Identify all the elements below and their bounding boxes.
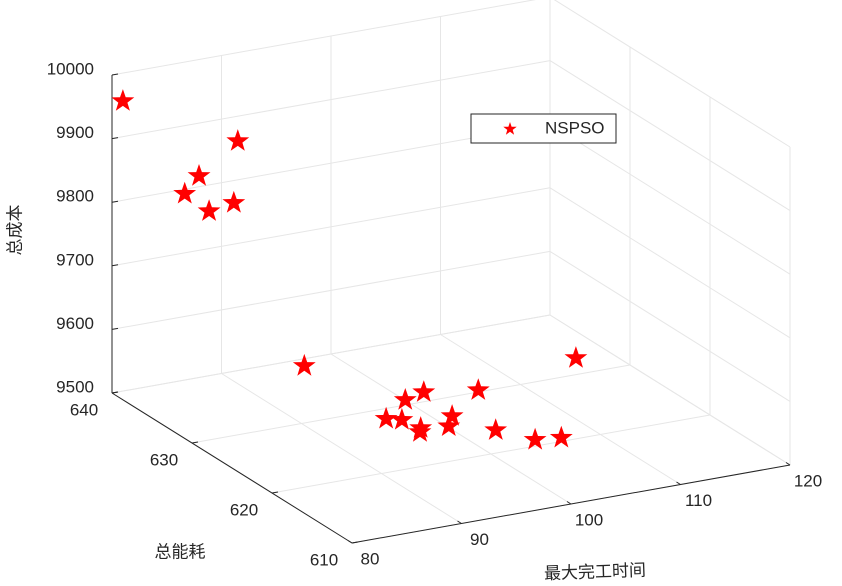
grid-line (221, 373, 462, 524)
data-point (437, 414, 461, 436)
grid-line (111, 314, 551, 394)
grid-line (191, 364, 631, 444)
y-tick-label: 620 (230, 500, 258, 519)
data-point (408, 420, 432, 442)
grid-line (271, 414, 711, 494)
grid-line (549, 123, 791, 275)
y-tick (191, 441, 199, 444)
data-point (523, 427, 547, 450)
data-point (440, 404, 464, 426)
z-tick (111, 327, 119, 330)
data-point (390, 407, 414, 430)
data-point (484, 418, 508, 440)
grid-line (549, 187, 791, 339)
data-point (412, 380, 436, 402)
data-point (292, 353, 316, 376)
data-point (197, 199, 221, 221)
legend-label: NSPSO (545, 118, 605, 137)
data-point (466, 378, 490, 400)
z-tick (111, 200, 119, 203)
x-tick (785, 462, 791, 466)
y-tick-label: 630 (150, 450, 178, 469)
z-tick (111, 264, 119, 267)
x-tick-label: 90 (470, 530, 489, 549)
grid-line (549, 250, 791, 402)
data-point (173, 181, 197, 204)
x-tick (347, 540, 353, 544)
grid-line (549, 314, 791, 466)
grid-line (111, 60, 551, 140)
grid-line (111, 187, 551, 267)
grid-line (111, 250, 551, 330)
grid-line (111, 0, 537, 76)
y-tick (351, 541, 359, 544)
data-point (226, 129, 250, 151)
x-axis-label: 最大完工时间 (544, 561, 647, 584)
grid-line (553, 0, 791, 148)
y-tick-label: 640 (70, 400, 98, 419)
z-axis-label: 总成本 (5, 205, 24, 256)
y-axis (111, 392, 353, 544)
z-tick (111, 137, 119, 140)
data-point (393, 388, 417, 410)
data-point (222, 190, 246, 213)
grid-line (549, 60, 791, 212)
z-tick-label: 9700 (56, 250, 94, 269)
z-tick (111, 391, 119, 394)
grid-line (440, 334, 681, 485)
legend-box (470, 113, 617, 144)
z-tick-label: 9900 (56, 123, 94, 142)
x-tick-label: 100 (575, 510, 603, 529)
data-point (549, 425, 573, 448)
y-tick-label: 610 (310, 550, 338, 569)
y-tick (271, 491, 279, 494)
z-tick-label: 9500 (56, 377, 94, 396)
data-point (187, 164, 211, 186)
z-tick-label: 9600 (56, 314, 94, 333)
x-tick-label: 80 (361, 549, 380, 568)
data-point (374, 406, 398, 429)
z-tick-label: 9800 (56, 187, 94, 206)
x-tick-label: 120 (794, 471, 822, 490)
legend-marker (503, 122, 517, 135)
data-point (111, 89, 135, 111)
x-tick-label: 110 (685, 491, 712, 510)
x-tick (676, 481, 681, 485)
z-tick (111, 73, 119, 76)
y-axis-label: 总能耗 (155, 542, 206, 561)
x-tick (457, 520, 462, 524)
z-tick-label: 10000 (47, 59, 94, 78)
x-tick (566, 501, 572, 505)
data-point (564, 346, 588, 368)
